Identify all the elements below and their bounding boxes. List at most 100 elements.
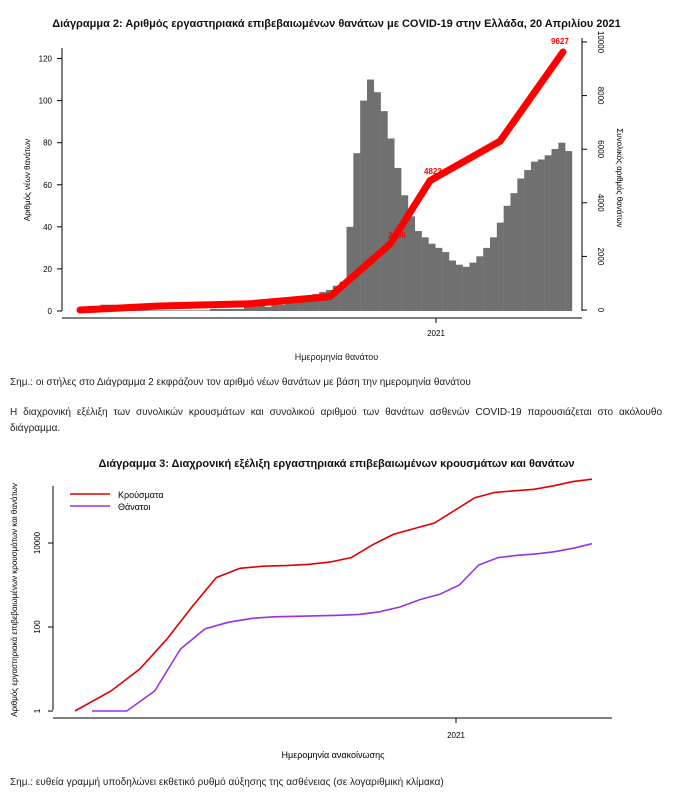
chart2-bar xyxy=(353,153,361,311)
chart2-bar xyxy=(250,306,258,311)
chart2-ylabel-right: Συνολικός αριθμός θανάτων xyxy=(615,128,624,227)
chart2-bar xyxy=(196,310,204,311)
chart3-xlabel: Ημερομηνία ανακοίνωσης xyxy=(282,750,386,760)
chart2-bar xyxy=(483,247,491,311)
chart2-bar xyxy=(435,247,443,311)
chart2-bar xyxy=(421,237,429,311)
chart3-legend: Κρούσματα Θάνατοι xyxy=(70,490,164,512)
legend-cases-label: Κρούσματα xyxy=(118,490,164,500)
chart2-bar xyxy=(373,92,381,312)
chart2-note: Σημ.: οι στήλες στο Διάγραμμα 2 εκφράζου… xyxy=(10,377,471,388)
chart2-bar xyxy=(442,252,450,311)
chart2-bar xyxy=(291,300,299,311)
chart2-bar xyxy=(544,155,552,311)
chart2-bar xyxy=(189,310,197,311)
chart2-bar xyxy=(312,294,320,311)
chart2-left-tick-label: 60 xyxy=(43,181,52,190)
chart2-left-tick-label: 120 xyxy=(39,55,53,64)
chart2-annotation-2456: 2456 xyxy=(388,231,406,240)
chart3-y-tick-label: 100 xyxy=(33,620,42,634)
chart3-title: Διάγραμμα 3: Διαχρονική εξέλιξη εργαστηρ… xyxy=(98,458,575,470)
chart2-bar xyxy=(271,304,279,311)
chart2-bar xyxy=(469,262,477,311)
chart3-ylabel: Αριθμός εργαστηριακά επιβεβαιωμένων κρου… xyxy=(10,483,19,717)
chart2-right-tick-label: 4000 xyxy=(596,194,605,212)
chart2-bar xyxy=(367,79,375,311)
chart2-bar xyxy=(216,308,224,311)
chart2-cumulative-line xyxy=(76,48,567,314)
chart2-bar xyxy=(558,142,566,311)
chart2-bar xyxy=(168,310,176,311)
chart3-y-tick-label: 1 xyxy=(33,708,42,713)
chart2-x-tick-label: 2021 xyxy=(427,329,445,338)
chart2-annotation-4823: 4823 xyxy=(424,167,442,176)
chart2-bar xyxy=(257,304,265,311)
chart2-bar xyxy=(496,222,504,311)
chart2-bar xyxy=(408,216,416,311)
chart2-bar xyxy=(332,285,340,311)
chart2-bar xyxy=(476,256,484,311)
chart2-bar xyxy=(230,308,238,311)
chart2-bar xyxy=(510,193,518,311)
chart3-cases-line xyxy=(74,478,593,712)
chart2-bar xyxy=(455,264,463,311)
chart2-right-tick-label: 0 xyxy=(596,308,605,313)
chart2-bar xyxy=(394,167,402,311)
chart2-left-tick-label: 80 xyxy=(43,139,52,148)
chart2-bar xyxy=(285,302,293,311)
chart2-bar xyxy=(182,310,190,311)
paragraph-text: Η διαχρονική εξέλιξη των συνολικών κρουσ… xyxy=(10,407,662,434)
chart2-bar xyxy=(175,310,183,311)
chart2-bar xyxy=(503,205,511,311)
chart3-note: Σημ.: ευθεία γραμμή υποδηλώνει εκθετικό … xyxy=(10,777,444,788)
chart2-bar xyxy=(428,243,436,311)
chart2-bar xyxy=(326,289,334,311)
chart2-ylabel-left: Αριθμός νέων θανάτων xyxy=(23,139,32,221)
chart2-bar xyxy=(319,292,327,311)
chart2-bar xyxy=(278,304,286,311)
chart2-bar xyxy=(223,308,231,311)
chart2-right-tick-label: 2000 xyxy=(596,248,605,266)
chart2-bar xyxy=(517,178,525,311)
chart2-xlabel: Ημερομηνία θανάτου xyxy=(294,352,379,362)
chart2-bar xyxy=(387,138,395,311)
chart2-bar xyxy=(401,195,409,311)
chart2-left-tick-label: 0 xyxy=(48,307,53,316)
chart2-bar xyxy=(203,310,211,311)
chart2-bar xyxy=(551,148,559,311)
chart2-bar xyxy=(237,308,245,311)
chart2-bar xyxy=(141,310,149,311)
chart3-deaths-line xyxy=(92,542,593,712)
chart2-bar xyxy=(298,298,306,311)
chart2-bars xyxy=(80,79,573,312)
chart2-bar xyxy=(449,260,457,311)
chart2-bar xyxy=(346,226,354,311)
chart2-right-tick-label: 6000 xyxy=(596,140,605,158)
chart2-bar xyxy=(360,100,368,311)
legend-deaths-label: Θάνατοι xyxy=(118,502,150,512)
chart2-right-tick-label: 8000 xyxy=(596,87,605,105)
chart2-left-tick-label: 100 xyxy=(39,97,53,106)
chart2-bar xyxy=(414,231,422,311)
chart2-left-tick-label: 20 xyxy=(43,265,52,274)
chart2-bar xyxy=(565,151,573,311)
chart2-bar xyxy=(305,296,313,311)
chart2-plot: 0 20 40 60 80 100 120 0 2000 4000 6000 8000 10000 2… xyxy=(23,31,624,338)
chart2-bar xyxy=(531,161,539,311)
chart2-bar xyxy=(264,306,272,311)
chart2-right-tick-label: 10000 xyxy=(596,31,605,54)
chart2-bar xyxy=(155,310,163,311)
chart2-bar xyxy=(537,159,545,311)
chart2-bar xyxy=(209,308,217,311)
chart2-left-ticks: 0 20 40 60 80 100 120 xyxy=(39,55,62,316)
chart2-annotation-9627: 9627 xyxy=(551,37,569,46)
chart3-plot: 1 100 10000 2021 Κρούσματα Θάνατοι Αριθμός… xyxy=(10,478,612,760)
chart2-bar xyxy=(490,237,498,311)
chart3-y-tick-label: 10000 xyxy=(33,531,42,554)
chart3-x-tick-label: 2021 xyxy=(447,731,465,740)
chart2-bar xyxy=(380,111,388,312)
chart2-bar xyxy=(462,266,470,311)
chart2-bar xyxy=(148,310,156,311)
chart2-title: Διάγραμμα 2: Αριθμός εργαστηριακά επιβεβ… xyxy=(52,18,621,30)
chart2-bar xyxy=(524,170,532,311)
